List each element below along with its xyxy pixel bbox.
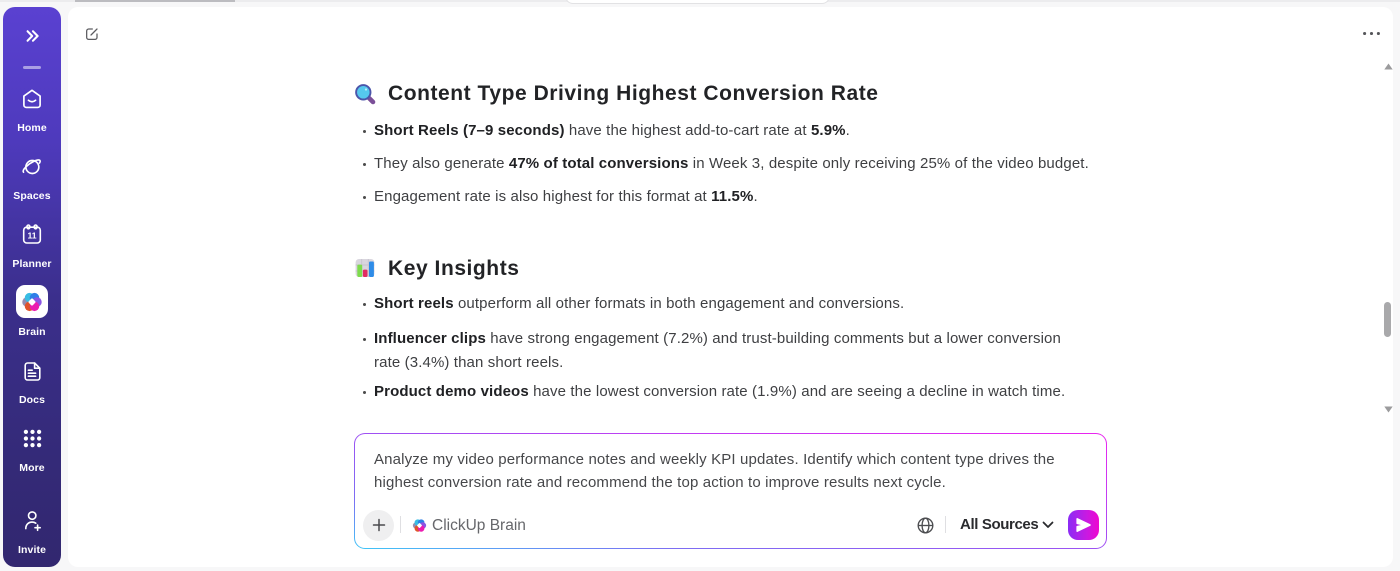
svg-text:11: 11 [27,231,36,241]
